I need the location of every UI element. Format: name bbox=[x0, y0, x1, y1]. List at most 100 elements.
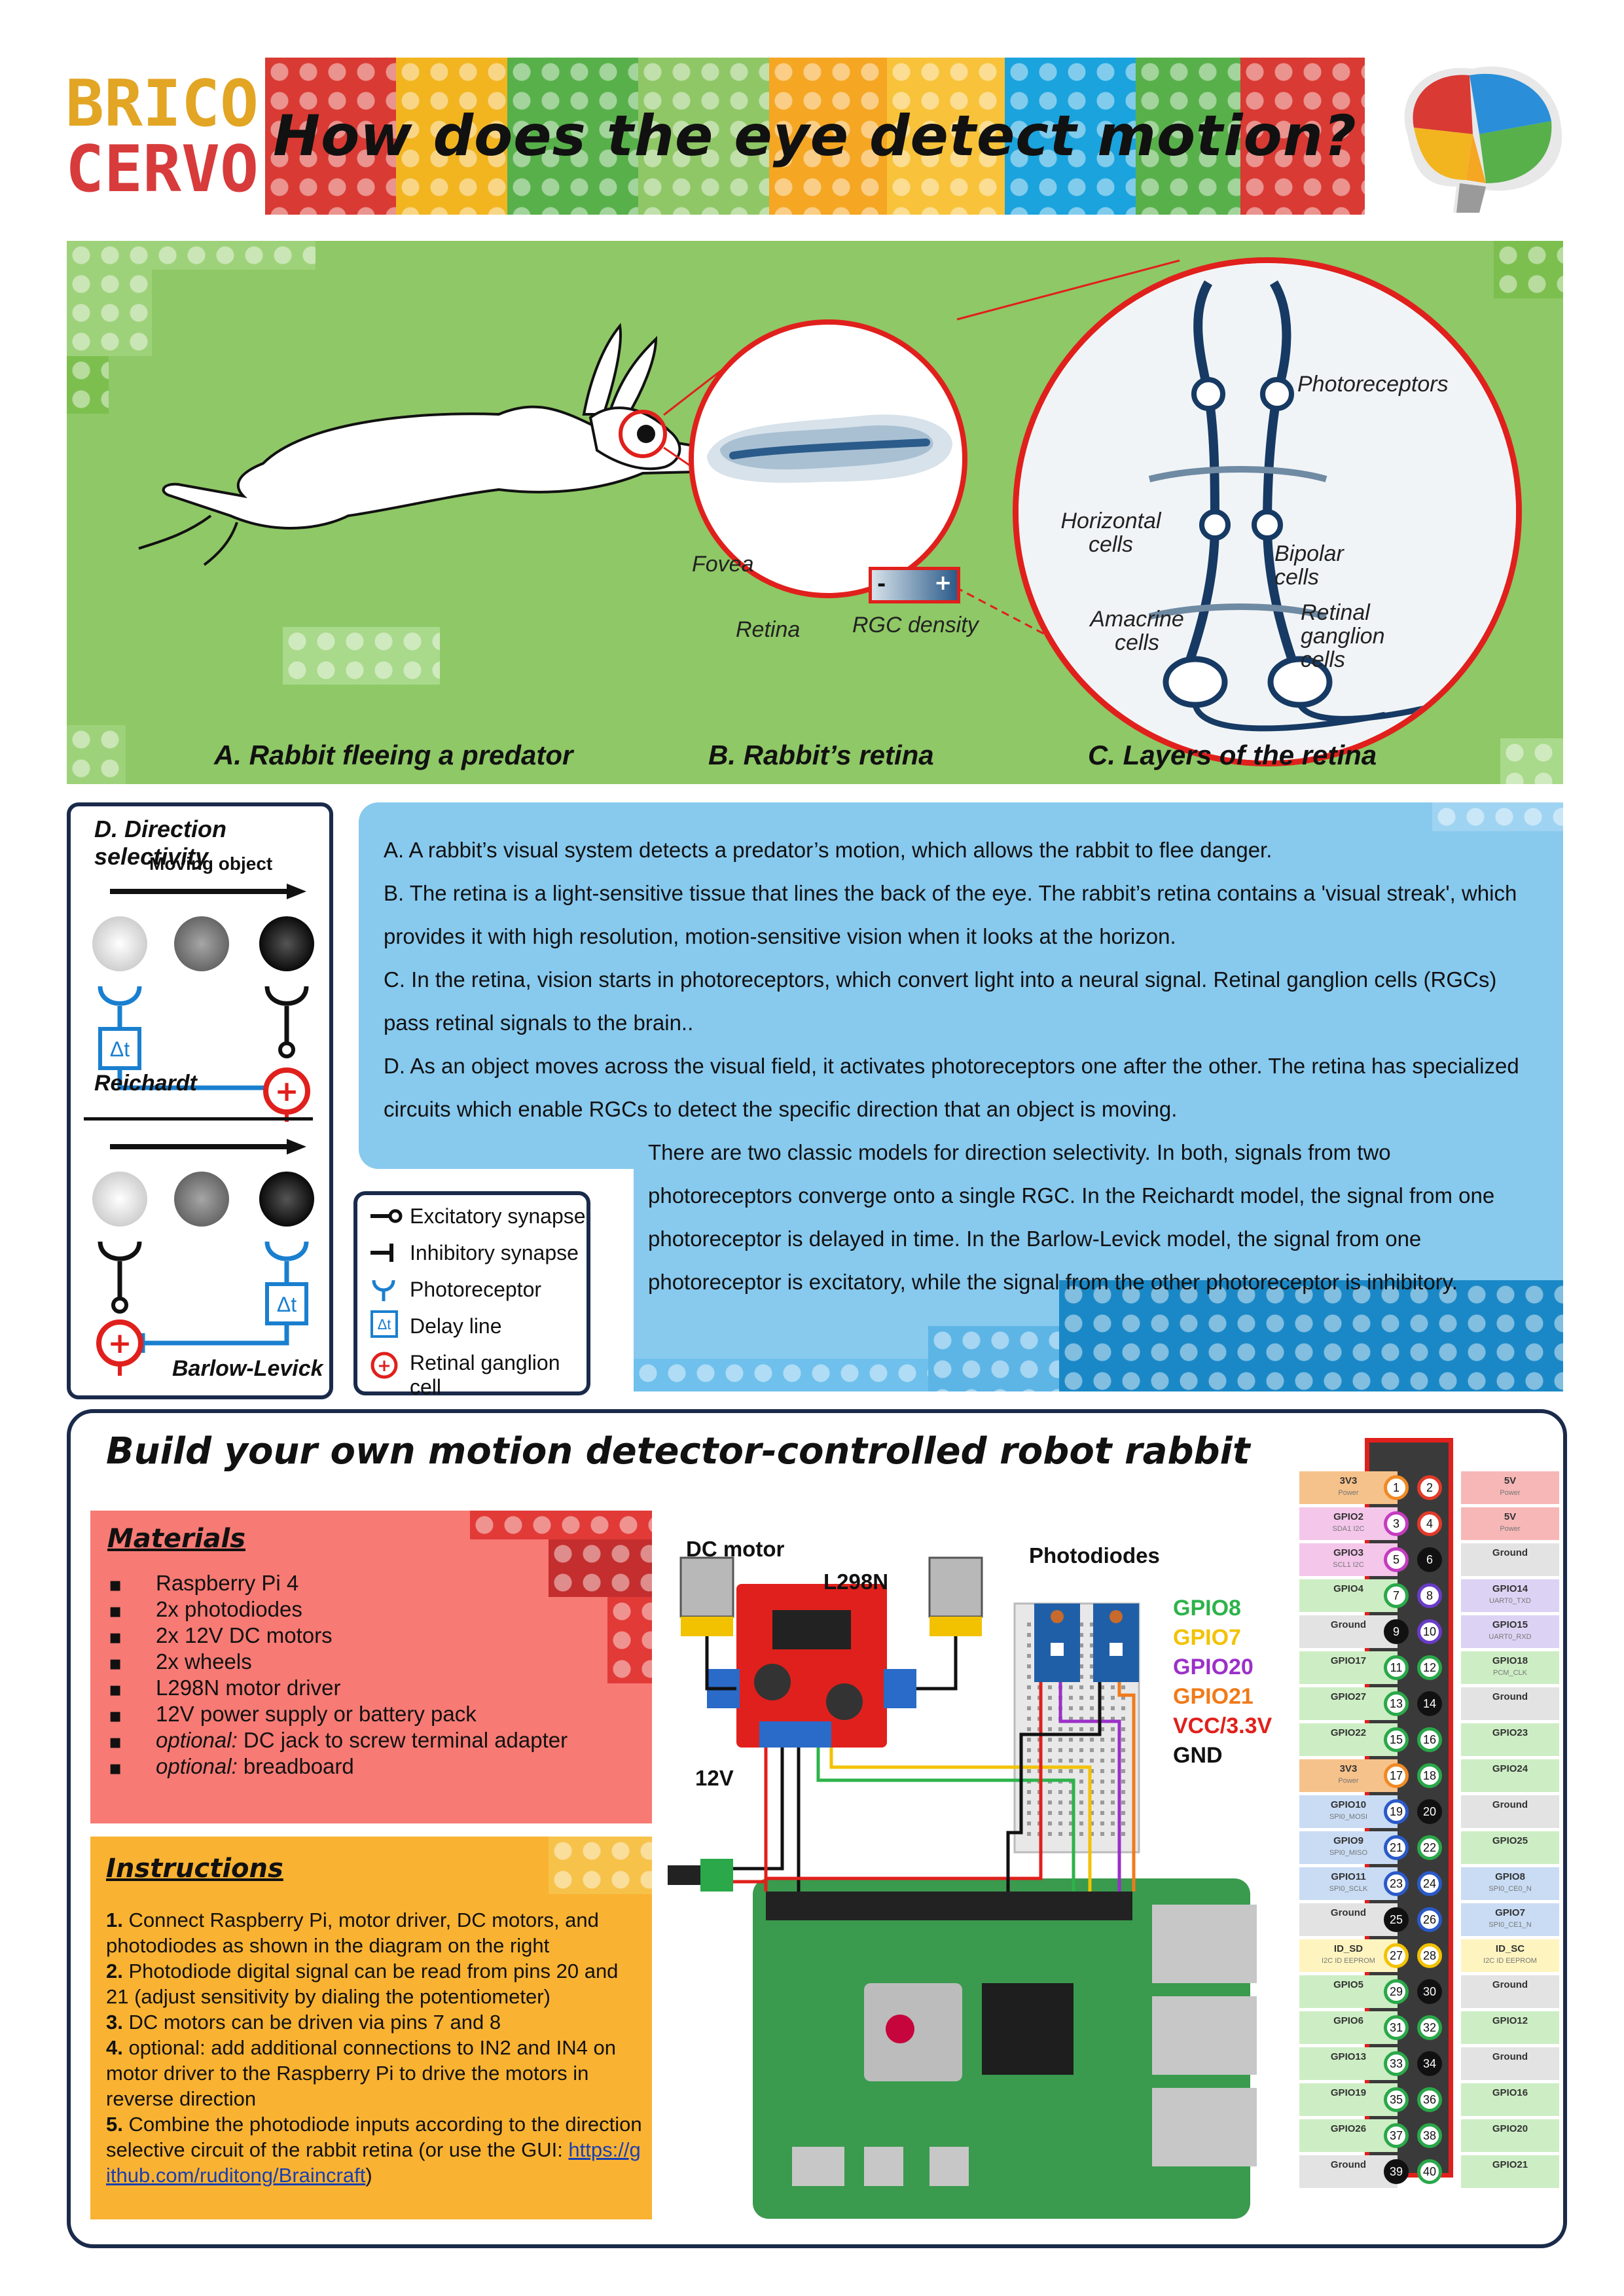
material-text: Raspberry Pi 4 bbox=[156, 1571, 299, 1595]
pin-function: SPI0_SCLK bbox=[1329, 1885, 1368, 1893]
material-text: 2x 12V DC motors bbox=[156, 1623, 333, 1647]
pin-number: 5 bbox=[1384, 1547, 1409, 1572]
pin-number: 20 bbox=[1417, 1799, 1442, 1824]
pin-label-left: GPIO17 bbox=[1299, 1651, 1398, 1684]
pin-number: 9 bbox=[1384, 1619, 1409, 1644]
pin-number: 38 bbox=[1417, 2123, 1442, 2148]
pin-name: GPIO12 bbox=[1492, 2015, 1528, 2026]
pin-label-left: GPIO27 bbox=[1299, 1687, 1398, 1720]
rabbit-illustration bbox=[138, 323, 752, 566]
pin-label-right: GPIO18 PCM_CLK bbox=[1461, 1651, 1559, 1684]
caption-b: B. Rabbit’s retina bbox=[708, 740, 934, 770]
pin-label-right: GPIO21 bbox=[1461, 2155, 1559, 2188]
signal-label: GPIO20 bbox=[1173, 1655, 1254, 1679]
pin-function: SCL1 I2C bbox=[1333, 1561, 1364, 1569]
legend-photoreceptor: Photoreceptor bbox=[410, 1278, 542, 1301]
pin-name: 3V3 bbox=[1339, 1475, 1358, 1486]
pin-name: 5V bbox=[1504, 1475, 1517, 1486]
pin-number: 21 bbox=[1384, 1835, 1409, 1860]
l298n-label: L298N bbox=[823, 1570, 889, 1594]
pin-label-right: GPIO7 SPI0_CE1_N bbox=[1461, 1903, 1559, 1936]
bullet-icon: ▪ bbox=[109, 1704, 122, 1727]
pin-label-right: GPIO23 bbox=[1461, 1723, 1559, 1756]
bullet-icon: ▪ bbox=[109, 1600, 122, 1623]
pin-name: Ground bbox=[1492, 2051, 1528, 2062]
pin-label-right: GPIO8 SPI0_CE0_N bbox=[1461, 1867, 1559, 1900]
gui-link-close: ) bbox=[365, 2164, 372, 2187]
pin-label-right: GPIO16 bbox=[1461, 2083, 1559, 2116]
instructions-text: 1. Connect Raspberry Pi, motor driver, D… bbox=[106, 1907, 643, 2188]
pin-name: GPIO13 bbox=[1330, 2051, 1367, 2062]
pin-number: 15 bbox=[1384, 1727, 1409, 1752]
build-title: Build your own motion detector-controlle… bbox=[106, 1430, 1250, 1473]
power-12v-label: 12V bbox=[695, 1766, 734, 1790]
pin-function: UART0_RXD bbox=[1489, 1633, 1532, 1641]
step-text: Combine the photodiode inputs according … bbox=[106, 2113, 642, 2161]
pin-number: 12 bbox=[1417, 1655, 1442, 1680]
pin-function: SPI0_MISO bbox=[1329, 1849, 1368, 1857]
instructions-title: Instructions bbox=[106, 1854, 283, 1884]
reichardt-label: Reichardt bbox=[94, 1071, 197, 1096]
explanation-e3: photoreceptor is delayed in time. In the… bbox=[648, 1227, 1422, 1251]
retina-zoom-circle bbox=[689, 319, 967, 598]
pin-name: GPIO11 bbox=[1331, 1871, 1366, 1882]
svg-text:+: + bbox=[377, 1356, 391, 1376]
wiring-diagram bbox=[668, 1556, 1257, 2219]
pin-number: 34 bbox=[1417, 2051, 1442, 2076]
signal-label: GPIO21 bbox=[1173, 1684, 1254, 1709]
step-text: DC motors can be driven via pins 7 and 8 bbox=[122, 2011, 501, 2034]
pin-label-left: GPIO26 bbox=[1299, 2119, 1398, 2152]
pin-name: ID_SC bbox=[1495, 1943, 1525, 1954]
material-item: Raspberry Pi 4 bbox=[156, 1571, 298, 1596]
pin-label-right: ID_SC I2C ID EEPROM bbox=[1461, 1939, 1559, 1972]
pin-name: Ground bbox=[1330, 2159, 1367, 2170]
pin-function: PCM_CLK bbox=[1493, 1669, 1527, 1677]
pin-label-left: GPIO5 bbox=[1299, 1975, 1398, 2008]
pin-number: 17 bbox=[1384, 1763, 1409, 1788]
explanation-c2: pass retinal signals to the brain.. bbox=[384, 1011, 694, 1035]
pin-name: GPIO18 bbox=[1492, 1655, 1528, 1666]
pin-label-left: GPIO11 SPI0_SCLK bbox=[1299, 1867, 1398, 1900]
pin-label-left: GPIO19 bbox=[1299, 2083, 1398, 2116]
pin-name: GPIO24 bbox=[1492, 1763, 1528, 1774]
amacrine-cells-label: Amacrine cells bbox=[1090, 607, 1184, 655]
pin-function: I2C ID EEPROM bbox=[1483, 1957, 1537, 1965]
pin-number: 37 bbox=[1384, 2123, 1409, 2148]
barlow-levick-label: Barlow-Levick bbox=[172, 1356, 323, 1381]
pin-label-right: Ground bbox=[1461, 1795, 1559, 1828]
bullet-icon: ▪ bbox=[109, 1652, 122, 1675]
svg-text:Δt: Δt bbox=[277, 1293, 297, 1316]
material-text: breadboard bbox=[237, 1754, 354, 1778]
illustration-panel: Fovea Retina RGC density - + Photorecept… bbox=[67, 241, 1563, 784]
pin-number: 4 bbox=[1417, 1511, 1442, 1536]
pin-label-right: Ground bbox=[1461, 2047, 1559, 2080]
photoreceptors-label: Photoreceptors bbox=[1297, 372, 1449, 397]
pin-label-left: GPIO9 SPI0_MISO bbox=[1299, 1831, 1398, 1864]
explanation-e1: There are two classic models for directi… bbox=[648, 1140, 1391, 1164]
pin-number: 27 bbox=[1384, 1943, 1409, 1968]
step-number: 2. bbox=[106, 1960, 123, 1982]
signal-label: GPIO7 bbox=[1173, 1625, 1241, 1650]
pin-label-left: GPIO13 bbox=[1299, 2047, 1398, 2080]
pin-name: GPIO20 bbox=[1492, 2123, 1528, 2134]
pin-label-right: GPIO14 UART0_TXD bbox=[1461, 1579, 1559, 1612]
gui-link[interactable]: https://github.com/ruditong/Braincraft bbox=[106, 2138, 641, 2187]
caption-a: A. Rabbit fleeing a predator bbox=[214, 740, 573, 770]
explanation-b1: B. The retina is a light-sensitive tissu… bbox=[384, 881, 1517, 905]
pin-number: 16 bbox=[1417, 1727, 1442, 1752]
pin-number: 2 bbox=[1417, 1475, 1442, 1500]
svg-text:+: + bbox=[275, 1075, 299, 1108]
pin-number: 3 bbox=[1384, 1511, 1409, 1536]
instruction-step: 1. Connect Raspberry Pi, motor driver, D… bbox=[106, 1907, 643, 1958]
pin-label-right: GPIO15 UART0_RXD bbox=[1461, 1615, 1559, 1648]
title-banner: How does the eye detect motion? bbox=[265, 58, 1365, 215]
step-number: 3. bbox=[106, 2011, 123, 2034]
pin-name: GPIO10 bbox=[1330, 1799, 1367, 1810]
bullet-icon: ▪ bbox=[109, 1573, 122, 1596]
pin-name: GPIO7 bbox=[1495, 1907, 1525, 1918]
logo-line-2: CERVO bbox=[65, 132, 259, 207]
material-item: optional: breadboard bbox=[156, 1754, 354, 1779]
svg-text:Δt: Δt bbox=[378, 1316, 391, 1333]
explanation-c1: C. In the retina, vision starts in photo… bbox=[384, 967, 1497, 992]
logo-line-1: BRICO bbox=[65, 67, 259, 141]
